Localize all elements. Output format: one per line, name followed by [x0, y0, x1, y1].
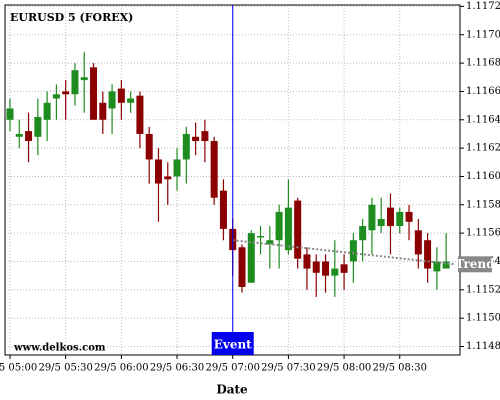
candle-body [303, 254, 311, 269]
x-axis-label: Date [216, 383, 248, 397]
x-tick-label: 29/5 05:00 [0, 363, 37, 374]
candle-body [52, 94, 60, 99]
candle-body [34, 116, 42, 137]
candle-body [238, 247, 246, 287]
y-tick-label: 1.1164 [466, 114, 500, 125]
watermark: www.delkos.com [13, 343, 106, 354]
y-tick-label: 1.1166 [466, 86, 500, 97]
candle-body [117, 88, 125, 103]
candle-body [322, 261, 330, 276]
candle-body [340, 264, 348, 273]
y-tick-label: 1.1170 [466, 29, 500, 40]
x-tick-label: 29/5 08:00 [317, 363, 371, 374]
x-tick-label: 29/5 07:30 [261, 363, 315, 374]
y-tick-label: 1.1158 [466, 199, 500, 210]
candle-body [266, 240, 274, 245]
candle-body [312, 261, 320, 273]
candle-body [294, 200, 302, 259]
x-tick-label: 29/5 07:00 [205, 363, 259, 374]
candle-body [201, 131, 209, 142]
candle-body [359, 226, 367, 241]
candle-body [396, 211, 404, 227]
event-label: Event [214, 338, 252, 352]
candle-body [405, 211, 413, 222]
y-tick-label: 1.1152 [466, 284, 500, 295]
y-tick-label: 1.1172 [466, 1, 500, 12]
candle-body [257, 235, 265, 238]
candle-body [210, 141, 218, 198]
y-tick-label: 1.1162 [466, 143, 500, 154]
candle-body [182, 133, 190, 160]
candle-body [25, 131, 33, 142]
candle-body [368, 204, 376, 231]
candle-body [71, 70, 79, 95]
candle-body [331, 268, 339, 276]
candle-body [62, 91, 70, 95]
x-tick-label: 29/5 06:00 [94, 363, 148, 374]
candle-body [154, 159, 162, 184]
candle-body [164, 176, 172, 180]
candle-body [136, 95, 144, 134]
candle-body [43, 102, 51, 120]
candle-body [127, 98, 135, 103]
candle-body [173, 159, 181, 177]
x-tick-label: 29/5 08:30 [373, 363, 427, 374]
candle-body [424, 240, 432, 269]
candle-body [284, 207, 292, 251]
y-tick-label: 1.1160 [466, 171, 500, 182]
candle-body [377, 218, 385, 227]
candle-body [433, 261, 441, 272]
x-tick-label: 29/5 05:30 [38, 363, 92, 374]
candle-body [386, 207, 394, 227]
candle-body [80, 77, 88, 81]
candle-body [219, 190, 227, 229]
candle-body [145, 133, 153, 160]
candle-body [247, 233, 255, 283]
candle-body [6, 108, 14, 120]
chart-title: EURUSD 5 (FOREX) [10, 11, 133, 24]
candle-body [90, 67, 98, 120]
candle-body [349, 240, 357, 262]
candle-body [414, 230, 422, 255]
candle-body [108, 91, 116, 109]
candle-body [192, 136, 200, 142]
trend-label-box [458, 256, 492, 273]
trend-line [232, 239, 456, 266]
candles [6, 51, 450, 297]
candle-body [99, 102, 107, 120]
event-label-box [211, 332, 254, 355]
candle-body [275, 211, 283, 241]
y-tick-label: 1.1150 [466, 313, 500, 324]
candle-body [15, 133, 23, 137]
x-tick-label: 29/5 06:30 [150, 363, 204, 374]
y-tick-label: 1.1168 [466, 58, 500, 69]
candle-body [442, 261, 450, 269]
y-tick-label: 1.1148 [466, 341, 500, 352]
trend-label: Trend [455, 257, 495, 271]
y-tick-label: 1.1156 [466, 228, 500, 239]
